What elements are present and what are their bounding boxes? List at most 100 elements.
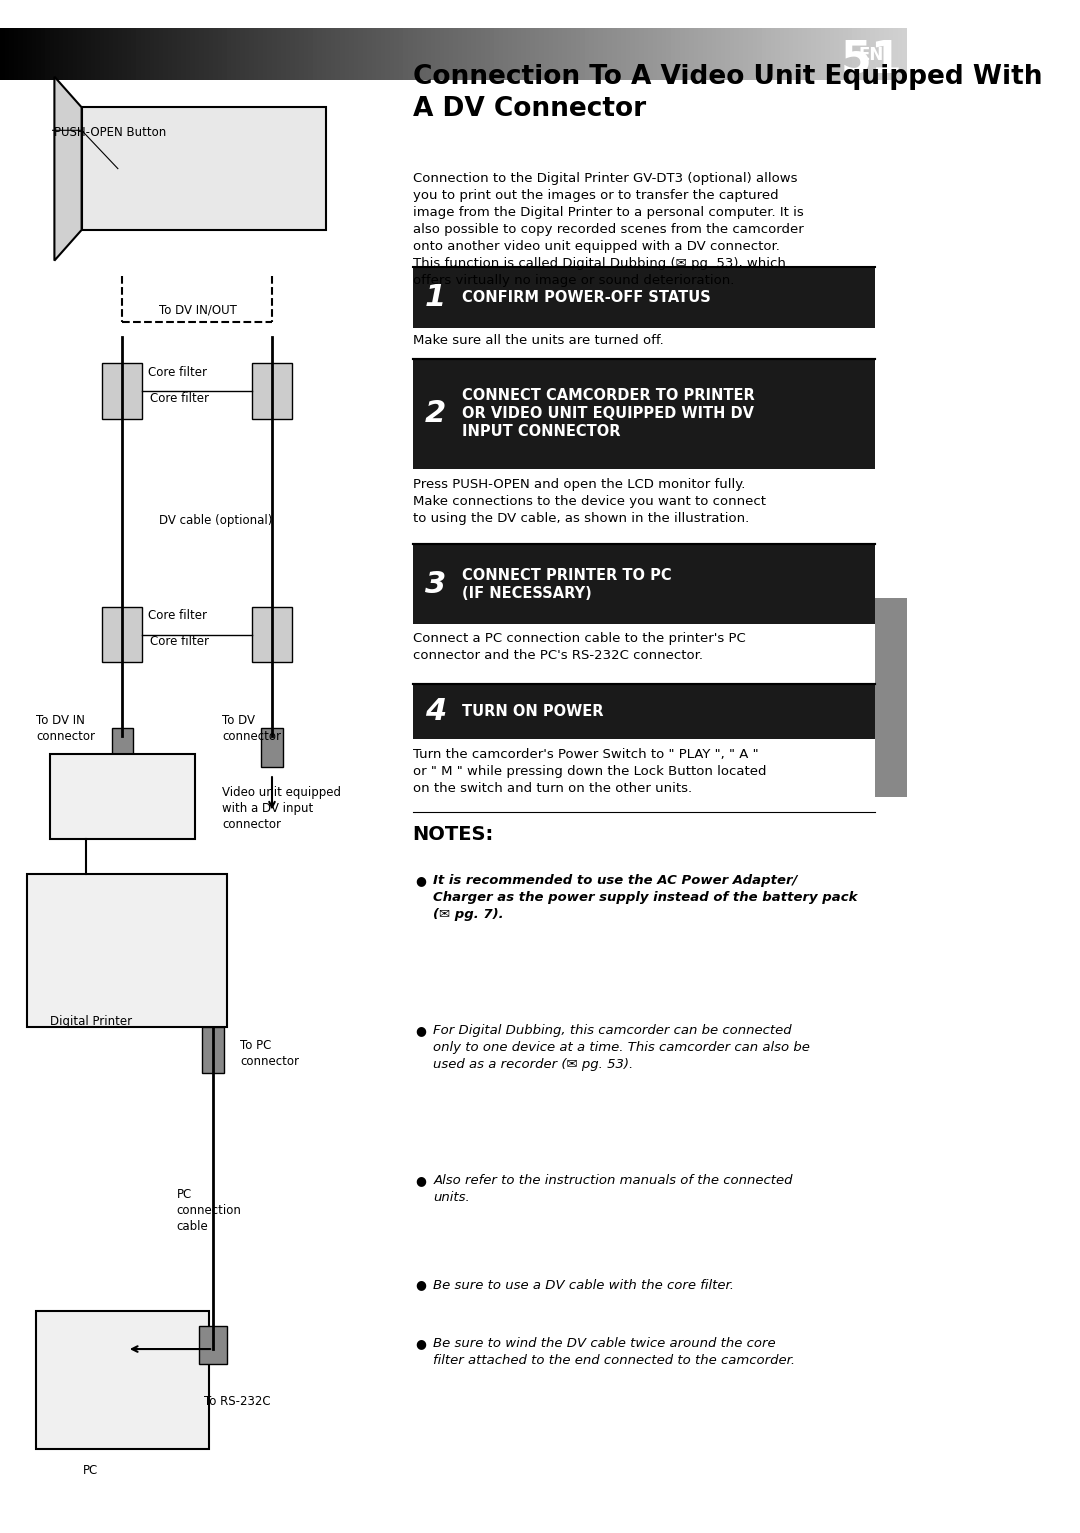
Bar — [866, 28, 870, 80]
Bar — [208, 28, 213, 80]
Text: ●: ● — [415, 1279, 427, 1291]
Bar — [485, 28, 489, 80]
Bar — [363, 28, 367, 80]
Bar — [18, 28, 23, 80]
Text: CONNECT CAMCORDER TO PRINTER
OR VIDEO UNIT EQUIPPED WITH DV
INPUT CONNECTOR: CONNECT CAMCORDER TO PRINTER OR VIDEO UN… — [462, 388, 755, 440]
Bar — [685, 28, 689, 80]
Bar — [625, 28, 630, 80]
Bar — [557, 28, 562, 80]
Text: Core filter: Core filter — [148, 366, 206, 379]
Text: NOTES:: NOTES: — [413, 825, 494, 843]
Text: Digital Printer: Digital Printer — [50, 1015, 132, 1027]
Bar — [353, 28, 359, 80]
Text: It is recommended to use the AC Power Adapter/
Charger as the power supply inste: It is recommended to use the AC Power Ad… — [433, 874, 858, 921]
Bar — [584, 28, 590, 80]
Bar — [590, 28, 594, 80]
Bar — [276, 28, 281, 80]
Bar — [598, 28, 603, 80]
Bar — [489, 28, 495, 80]
Bar — [413, 684, 875, 739]
Bar — [113, 28, 118, 80]
Bar — [118, 28, 122, 80]
Bar — [648, 28, 652, 80]
Bar — [227, 28, 231, 80]
Bar — [535, 28, 540, 80]
Text: 2: 2 — [424, 400, 446, 428]
Bar — [771, 28, 775, 80]
Bar — [720, 28, 726, 80]
Text: ●: ● — [415, 1174, 427, 1187]
Bar — [594, 28, 598, 80]
Bar — [893, 28, 897, 80]
Bar — [14, 28, 18, 80]
Bar — [258, 28, 262, 80]
Bar — [766, 28, 771, 80]
Bar — [897, 28, 902, 80]
Bar — [780, 28, 784, 80]
Bar — [394, 28, 399, 80]
Bar — [671, 28, 675, 80]
Bar — [291, 28, 295, 80]
Bar — [885, 28, 889, 80]
Bar — [194, 28, 200, 80]
Bar — [431, 28, 435, 80]
Bar — [553, 28, 557, 80]
Text: 1: 1 — [424, 284, 446, 311]
Bar — [693, 28, 698, 80]
Bar — [726, 28, 730, 80]
Bar — [852, 28, 856, 80]
Bar — [775, 28, 780, 80]
Bar — [37, 1311, 208, 1449]
Text: Press PUSH-OPEN and open the LCD monitor fully.
Make connections to the device y: Press PUSH-OPEN and open the LCD monitor… — [413, 478, 766, 526]
Bar — [132, 28, 136, 80]
Text: DV cable (optional): DV cable (optional) — [159, 514, 272, 526]
Bar — [68, 28, 72, 80]
Text: CONNECT PRINTER TO PC
(IF NECESSARY): CONNECT PRINTER TO PC (IF NECESSARY) — [462, 567, 672, 601]
Bar — [140, 28, 145, 80]
Bar — [105, 28, 109, 80]
Text: Core filter: Core filter — [150, 392, 208, 405]
Text: To RS-232C: To RS-232C — [204, 1395, 271, 1407]
Bar — [249, 28, 254, 80]
Bar — [798, 28, 802, 80]
Bar — [639, 28, 644, 80]
Bar — [404, 28, 408, 80]
Text: PC: PC — [83, 1464, 98, 1476]
Bar — [862, 28, 866, 80]
Bar — [499, 28, 503, 80]
Bar — [458, 28, 462, 80]
Text: 3: 3 — [424, 570, 446, 598]
Bar — [889, 28, 893, 80]
Bar — [603, 28, 607, 80]
Bar — [427, 28, 431, 80]
Bar — [617, 28, 621, 80]
Text: Connection To A Video Unit Equipped With
A DV Connector: Connection To A Video Unit Equipped With… — [413, 64, 1042, 123]
Bar — [27, 28, 31, 80]
Text: ●: ● — [415, 874, 427, 886]
Bar — [472, 28, 476, 80]
Text: Connection to the Digital Printer GV-DT3 (optional) allows
you to print out the : Connection to the Digital Printer GV-DT3… — [413, 172, 804, 287]
Bar — [481, 28, 485, 80]
Bar — [399, 28, 404, 80]
Text: Make sure all the units are turned off.: Make sure all the units are turned off. — [413, 334, 663, 346]
Text: PUSH-OPEN Button: PUSH-OPEN Button — [54, 126, 166, 138]
Bar — [103, 607, 143, 662]
Bar — [612, 28, 617, 80]
Bar — [159, 28, 163, 80]
Bar — [454, 28, 458, 80]
Bar — [549, 28, 553, 80]
Bar — [27, 874, 227, 1027]
Bar — [204, 28, 208, 80]
Bar — [748, 28, 753, 80]
Bar — [231, 28, 235, 80]
Bar — [571, 28, 576, 80]
Bar — [261, 728, 283, 766]
Text: 51: 51 — [840, 38, 902, 81]
Bar — [281, 28, 285, 80]
Text: TURN ON POWER: TURN ON POWER — [462, 704, 604, 719]
Bar — [381, 28, 386, 80]
Bar — [440, 28, 444, 80]
Bar — [217, 28, 222, 80]
Bar — [567, 28, 571, 80]
Bar — [413, 359, 875, 469]
